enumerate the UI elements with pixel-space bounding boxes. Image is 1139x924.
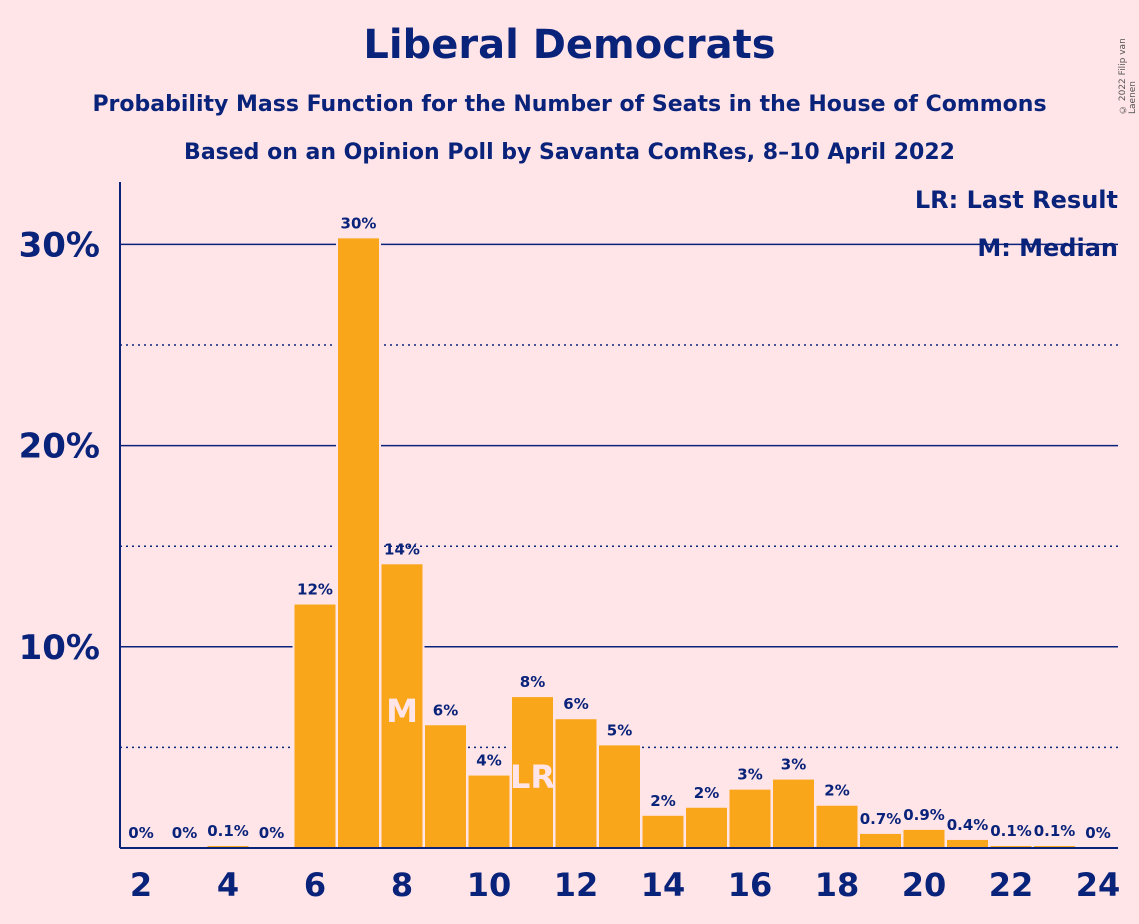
data-label: 30% (341, 214, 377, 232)
bar-seat-17 (773, 779, 814, 848)
x-tick-label: 16 (728, 866, 773, 904)
chart-title: Liberal Democrats (363, 22, 776, 68)
bar-seat-13 (599, 745, 640, 848)
bar-seat-18 (816, 805, 858, 848)
data-label: 6% (563, 695, 588, 713)
x-tick-label: 8 (391, 866, 413, 904)
data-label: 2% (824, 782, 849, 800)
y-tick-label: 20% (19, 427, 100, 467)
bar-seat-4 (207, 845, 249, 848)
data-label: 0.1% (207, 822, 249, 840)
y-tick-label: 30% (19, 225, 100, 265)
bar-seat-11 (512, 697, 553, 848)
bar-seat-22 (990, 845, 1032, 848)
x-tick-label: 22 (989, 866, 1034, 904)
data-label: 0.7% (860, 810, 902, 828)
data-label: 3% (781, 756, 806, 774)
data-label: 12% (297, 581, 333, 599)
bar-seat-15 (686, 807, 727, 848)
x-tick-label: 2 (130, 866, 152, 904)
y-tick-label: 10% (19, 628, 100, 668)
data-label: 14% (384, 540, 420, 558)
bar-seat-16 (729, 789, 771, 848)
x-tick-label: 20 (902, 866, 947, 904)
data-label: 0.9% (903, 806, 945, 824)
x-tick-label: 12 (554, 866, 599, 904)
bar-seat-21 (947, 839, 988, 848)
median-marker: M (386, 692, 418, 730)
legend-median: M: Median (977, 234, 1118, 262)
bar-seat-9 (425, 725, 466, 848)
bar-seat-10 (468, 775, 510, 848)
x-tick-label: 6 (304, 866, 326, 904)
data-label: 8% (520, 673, 545, 691)
data-label: 0.1% (990, 822, 1032, 840)
x-tick-label: 14 (641, 866, 686, 904)
data-label: 2% (694, 784, 719, 802)
bar-seat-23 (1034, 845, 1075, 848)
data-label: 0% (259, 824, 284, 842)
x-tick-label: 18 (815, 866, 860, 904)
legend-last-result: LR: Last Result (914, 186, 1118, 214)
data-label: 2% (650, 792, 675, 810)
bar-seat-19 (860, 833, 901, 848)
chart-subtitle-poll: Based on an Opinion Poll by Savanta ComR… (184, 140, 955, 165)
data-label: 4% (476, 752, 501, 770)
data-label: 6% (433, 701, 458, 719)
data-label: 3% (737, 766, 762, 784)
x-tick-label: 4 (217, 866, 239, 904)
data-label: 0% (172, 824, 197, 842)
bar-seat-12 (555, 719, 597, 848)
bar-seat-20 (903, 829, 945, 848)
bar-seat-14 (642, 815, 684, 848)
x-tick-label: 10 (467, 866, 512, 904)
data-label: 0.4% (947, 816, 989, 834)
bar-seat-6 (294, 604, 336, 848)
x-tick-label: 24 (1076, 866, 1121, 904)
chart-subtitle: Probability Mass Function for the Number… (92, 92, 1047, 117)
data-label: 0% (1085, 824, 1110, 842)
bar-seat-8 (381, 564, 423, 848)
data-label: 5% (607, 721, 632, 739)
last-result-marker: LR (510, 758, 555, 796)
data-label: 0.1% (1034, 822, 1076, 840)
data-label: 0% (128, 824, 153, 842)
bar-seat-7 (338, 238, 379, 848)
